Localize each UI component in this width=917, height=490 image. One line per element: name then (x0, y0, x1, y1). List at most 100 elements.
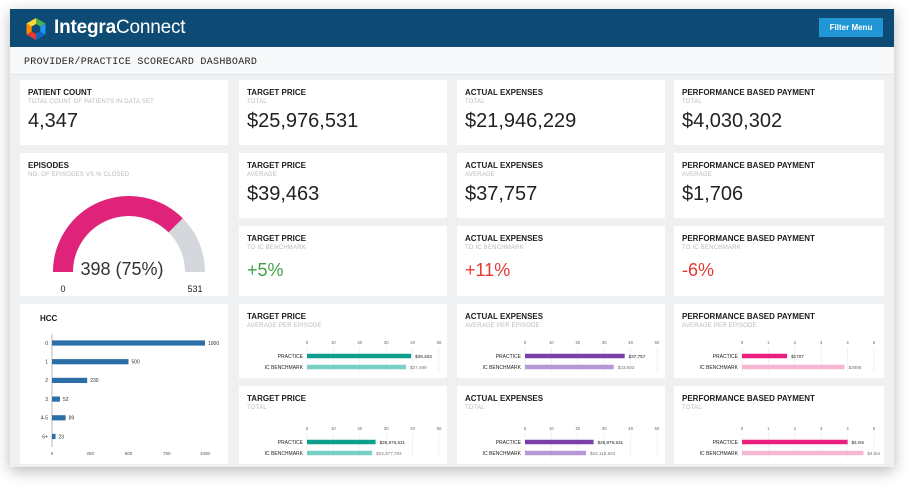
app-window: IntegraConnect Filter Menu PROVIDER/PRAC… (10, 9, 894, 467)
gauge-center-label: 398 (75%) (80, 259, 163, 279)
x-tick-label: 50 (437, 340, 442, 345)
card-subtitle: TOTAL (682, 99, 702, 105)
card-title: PATIENT COUNT (28, 88, 92, 97)
x-tick-label: 0 (524, 340, 527, 345)
performance-payment-average-card: PERFORMANCE BASED PAYMENT AVERAGE $1,706 (674, 153, 884, 218)
card-title: PERFORMANCE BASED PAYMENT (682, 394, 815, 403)
actual-expenses-total-chart-card: ACTUAL EXPENSES TOTAL 0 10 20 30 40 50 PRACTIC… (457, 386, 665, 464)
bar (525, 364, 614, 370)
card-subtitle: AVERAGE (465, 172, 495, 178)
value-label: $39,463 (415, 354, 432, 359)
card-subtitle: TOTAL (247, 99, 267, 105)
card-value: +11% (465, 260, 511, 280)
card-title: PERFORMANCE BASED PAYMENT (682, 312, 815, 321)
x-tick-label: 5 (873, 426, 876, 431)
category-label: PRACTICE (278, 354, 304, 360)
hcc-category-label: 3 (45, 397, 48, 403)
hcc-category-label: 6+ (42, 434, 48, 440)
card-subtitle: AVERAGE (247, 172, 277, 178)
card-value: $21,946,229 (465, 110, 577, 132)
category-label: PRACTICE (496, 354, 522, 360)
value-label: $4.6m (867, 451, 880, 456)
card-value: $1,706 (682, 183, 744, 205)
x-tick-label: 2 (794, 340, 797, 345)
x-tick-label: 0 (306, 426, 309, 431)
actual-expenses-avg-chart: 0 10 20 30 40 50 PRACTICE $37,757 IC BENCHMARK $3… (483, 340, 660, 372)
hcc-category-label: 1 (45, 360, 48, 366)
actual-expenses-average-card: ACTUAL EXPENSES AVERAGE $37,757 (457, 153, 665, 218)
x-tick-label: 0 (524, 426, 527, 431)
card-title: ACTUAL EXPENSES (465, 394, 544, 403)
bar (307, 439, 376, 445)
x-tick-label: 50 (437, 426, 442, 431)
category-label: IC BENCHMARK (483, 365, 522, 371)
card-title: ACTUAL EXPENSES (465, 88, 544, 97)
x-tick-label: 20 (357, 426, 362, 431)
card-subtitle: TOTAL (247, 405, 267, 411)
card-value: $25,976,531 (247, 110, 359, 132)
card-subtitle: AVERAGE PER EPISODE (682, 323, 757, 329)
category-label: PRACTICE (278, 440, 304, 446)
x-tick-label: 4 (846, 426, 849, 431)
card-subtitle: NO. OF EPISODES VS % CLOSED (28, 172, 130, 178)
hcc-bar (52, 396, 60, 402)
hcc-value-label: 230 (90, 378, 99, 384)
x-tick-label: 40 (628, 340, 633, 345)
bar (307, 364, 406, 370)
category-label: PRACTICE (496, 440, 522, 446)
integra-logo-icon (26, 18, 46, 40)
card-value: 4,347 (28, 110, 79, 132)
category-label: PRACTICE (713, 354, 739, 360)
bar (742, 353, 788, 359)
brand-name: IntegraConnect (54, 17, 186, 38)
x-tick-label: 30 (384, 340, 389, 345)
bar (307, 353, 412, 359)
bar (742, 439, 848, 445)
actual-expenses-benchmark-card: ACTUAL EXPENSES TO IC BENCHMARK +11% (457, 226, 665, 296)
target-price-total-chart: 0 10 20 30 40 50 PRACTICE $25,976,531 IC BENCHMA… (265, 426, 442, 458)
performance-payment-total-chart-card: PERFORMANCE BASED PAYMENT TOTAL 0 1 2 3 4 5 PR… (674, 386, 884, 464)
card-value: $37,757 (465, 183, 538, 205)
card-title: TARGET PRICE (247, 312, 306, 321)
performance-payment-avg-chart: 0 1 2 3 4 5 PRACTICE $1707 IC BENCHMARK $3886 (700, 340, 876, 372)
category-label: IC BENCHMARK (700, 365, 739, 371)
bar (742, 450, 864, 456)
x-tick-label: 30 (602, 426, 607, 431)
value-label: $25,976,531 (380, 440, 406, 445)
page-title: PROVIDER/PRACTICE SCORECARD DASHBOARD (24, 57, 258, 68)
x-tick-label: 3 (820, 426, 823, 431)
episodes-card: EPISODES NO. OF EPISODES VS % CLOSED 398… (20, 153, 228, 296)
target-price-avg-chart-card: TARGET PRICE AVERAGE PER EPISODE 0 10 20 30… (239, 304, 447, 378)
filter-menu-button[interactable]: Filter Menu (819, 18, 883, 37)
value-label: $37,757 (629, 354, 646, 359)
bar (525, 450, 587, 456)
category-label: IC BENCHMARK (265, 451, 304, 457)
hcc-x-tick-label: 0 (51, 451, 54, 456)
hcc-value-label: 1000 (208, 341, 219, 347)
performance-payment-total-card: PERFORMANCE BASED PAYMENT TOTAL $4,030,3… (674, 80, 884, 145)
category-label: IC BENCHMARK (265, 365, 304, 371)
patient-count-card: PATIENT COUNT TOTAL COUNT OF PATIENTS IN… (20, 80, 228, 145)
card-subtitle: TOTAL (465, 405, 485, 411)
card-subtitle: AVERAGE PER EPISODE (247, 323, 322, 329)
card-subtitle: TO IC BENCHMARK (247, 245, 306, 251)
x-tick-label: 0 (741, 426, 744, 431)
value-label: $4.0m (852, 440, 865, 445)
x-tick-label: 3 (820, 340, 823, 345)
performance-payment-benchmark-card: PERFORMANCE BASED PAYMENT TO IC BENCHMAR… (674, 226, 884, 296)
x-tick-label: 20 (357, 340, 362, 345)
x-tick-label: 40 (410, 426, 415, 431)
category-label: PRACTICE (713, 440, 739, 446)
hcc-chart: HCC 0 250 500 750 1000 0 1000 1 500 2 230 3 52 4-5 89 6… (40, 314, 219, 456)
hcc-value-label: 89 (69, 416, 75, 422)
x-tick-label: 1 (767, 340, 770, 345)
performance-payment-total-chart: 0 1 2 3 4 5 PRACTICE $4.0m IC BENCHMARK $4.6m (700, 426, 880, 458)
x-tick-label: 2 (794, 426, 797, 431)
category-label: IC BENCHMARK (483, 451, 522, 457)
hcc-card: HCC 0 250 500 750 1000 0 1000 1 500 2 230 3 52 4-5 89 6… (20, 304, 228, 464)
x-tick-label: 0 (741, 340, 744, 345)
target-price-total-chart-card: TARGET PRICE TOTAL 0 10 20 30 40 50 PRACTICE $2… (239, 386, 447, 464)
x-tick-label: 50 (655, 426, 660, 431)
card-title: TARGET PRICE (247, 394, 306, 403)
gauge-fill (53, 196, 183, 273)
